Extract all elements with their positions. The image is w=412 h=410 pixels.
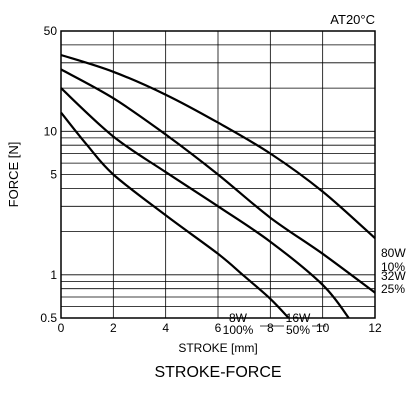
y-tick-label: 0.5 bbox=[40, 311, 57, 325]
y-tick-label: 1 bbox=[50, 268, 57, 282]
series-label: 8W bbox=[229, 311, 248, 325]
temperature-note: AT20°C bbox=[330, 12, 375, 27]
x-tick-label: 6 bbox=[215, 321, 222, 335]
y-tick-label: 10 bbox=[44, 124, 58, 138]
series-lines bbox=[60, 53, 376, 319]
series-label: 16W bbox=[286, 311, 311, 325]
series-line bbox=[60, 87, 350, 319]
series-label: 32W bbox=[381, 269, 406, 283]
chart-title: STROKE-FORCE bbox=[154, 364, 281, 381]
y-tick-label: 50 bbox=[44, 24, 58, 38]
x-tick-label: 12 bbox=[368, 321, 382, 335]
series-line bbox=[60, 68, 376, 294]
series-label: 50% bbox=[286, 323, 310, 337]
series-label: 80W bbox=[381, 246, 406, 260]
x-tick-label: 0 bbox=[58, 321, 65, 335]
y-tick-label: 5 bbox=[50, 168, 57, 182]
x-tick-label: 8 bbox=[267, 321, 274, 335]
series-line bbox=[60, 53, 376, 240]
series-label: 25% bbox=[381, 282, 405, 296]
x-tick-label: 2 bbox=[110, 321, 117, 335]
series-line bbox=[60, 111, 290, 319]
x-tick-label: 4 bbox=[162, 321, 169, 335]
plot-frame bbox=[60, 30, 376, 319]
series-label: 10% bbox=[381, 260, 405, 274]
y-axis-label: FORCE [N] bbox=[6, 142, 21, 208]
series-label: 100% bbox=[223, 323, 254, 337]
x-axis-label: STROKE [mm] bbox=[178, 341, 257, 355]
x-tick-label: 10 bbox=[316, 321, 330, 335]
